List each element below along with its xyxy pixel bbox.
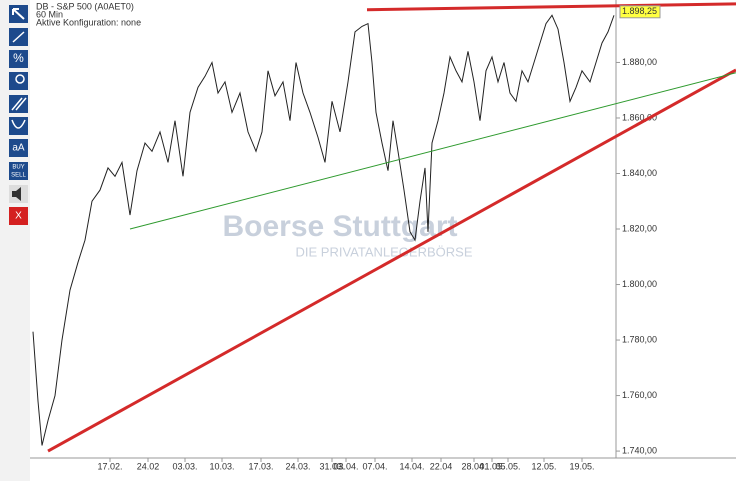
tool-label: aA	[12, 143, 25, 154]
x-tick-label: 28.04.	[461, 461, 486, 471]
icon	[11, 119, 26, 129]
tool-curve[interactable]	[9, 117, 28, 135]
y-tick-label: 1.780,00	[622, 334, 657, 344]
y-tick-label: 1.820,00	[622, 223, 657, 233]
x-tick-label: 22.04	[430, 461, 453, 471]
watermark: Boerse Stuttgart	[222, 210, 457, 243]
subtitle: 60 Min	[36, 9, 63, 19]
tool-delete[interactable]	[9, 207, 28, 225]
icon	[12, 31, 25, 43]
trendline	[366, 2, 736, 12]
x-tick-label: 19.05.	[569, 461, 594, 471]
tool-text[interactable]	[9, 139, 28, 157]
tool-buysell[interactable]	[9, 162, 28, 180]
x-tick-label: 12.05.	[531, 461, 556, 471]
y-tick-label: 1.760,00	[622, 390, 657, 400]
icon	[12, 187, 21, 201]
x-tick-label: 17.03.	[248, 461, 273, 471]
y-tick-label: 1.740,00	[622, 445, 657, 455]
y-tick-label: 1.880,00	[622, 57, 657, 67]
x-tick-label: 24.02	[137, 461, 160, 471]
watermark-sub: DIE PRIVATANLEGERBÖRSE	[296, 244, 473, 259]
annotation: Aktive Konfiguration: none	[36, 17, 141, 27]
x-tick-label: 03.03.	[172, 461, 197, 471]
y-tick-label: 1.840,00	[622, 168, 657, 178]
x-tick-label: 01.05.	[479, 461, 504, 471]
trendline	[129, 72, 736, 230]
icon	[15, 74, 25, 84]
price-line	[32, 14, 615, 446]
x-tick-label: 03.04.	[333, 461, 358, 471]
x-tick-label: 05.05.	[495, 461, 520, 471]
x-tick-label: 10.03.	[209, 461, 234, 471]
trendline	[47, 68, 736, 453]
x-tick-label: 07.04.	[362, 461, 387, 471]
x-tick-label: 17.02.	[97, 461, 122, 471]
tool-label: X	[15, 211, 22, 222]
y-tick-label: 1.800,00	[622, 279, 657, 289]
tool-percent[interactable]	[9, 50, 28, 68]
chart-title: DB - S&P 500 (A0AET0)	[36, 1, 134, 11]
tool-label: %	[13, 51, 24, 65]
toolbar: % aA BUY SELL X	[9, 5, 28, 225]
tool-label: BUY	[12, 165, 24, 171]
tool-channel[interactable]	[9, 95, 28, 113]
tool-label: SELL	[11, 173, 26, 179]
x-tick-label: 24.03.	[285, 461, 310, 471]
x-tick-label: 31.03.	[319, 461, 344, 471]
x-tick-label: 14.04.	[399, 461, 424, 471]
icon	[12, 8, 25, 20]
last-price-box	[619, 5, 661, 19]
icon	[11, 97, 27, 111]
y-tick-label: 1.860,00	[622, 112, 657, 122]
last-price-label: 1.898,25	[622, 6, 657, 16]
